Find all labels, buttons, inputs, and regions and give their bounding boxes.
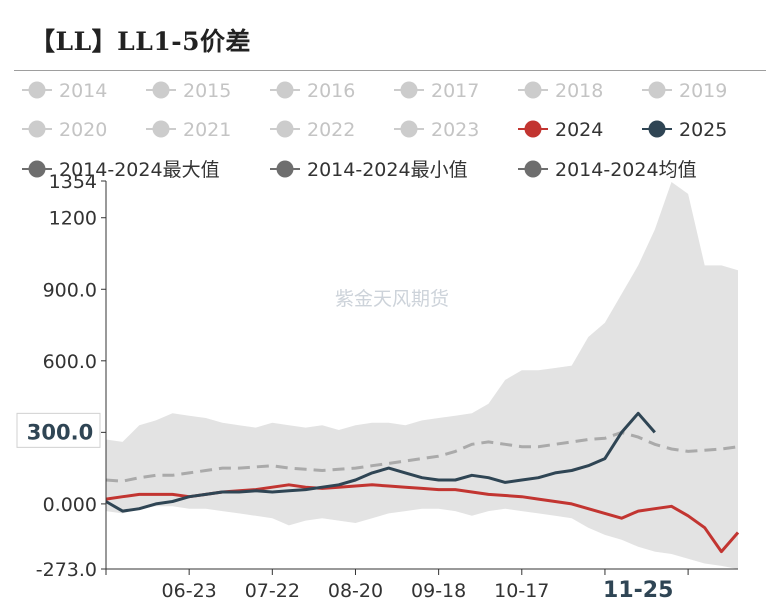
y-tick-label: 600.0 bbox=[43, 351, 97, 373]
x-tick-label: 09-18 bbox=[411, 580, 466, 602]
legend-label: 2014 bbox=[59, 80, 107, 102]
x-tick-label: 10-17 bbox=[494, 580, 549, 602]
x-tick-label: 06-23 bbox=[162, 580, 217, 602]
plot-area bbox=[105, 182, 740, 569]
legend-label: 2018 bbox=[555, 80, 603, 102]
legend-label: 2014-2024均值 bbox=[555, 159, 697, 181]
legend-label: 2021 bbox=[183, 119, 231, 141]
legend-marker-icon bbox=[400, 120, 418, 138]
legend-label: 2025 bbox=[679, 119, 727, 141]
legend-item-2019[interactable]: 2019 bbox=[642, 80, 727, 102]
watermark: 紫金天风期货 bbox=[335, 288, 449, 310]
chart-title: 【LL】LL1-5价差 bbox=[30, 27, 251, 56]
legend-item-2014-2024最大值[interactable]: 2014-2024最大值 bbox=[22, 159, 220, 181]
series-line-2025 bbox=[105, 411, 656, 513]
crosshair-label-box bbox=[16, 412, 101, 448]
legend-marker-icon bbox=[524, 81, 542, 99]
legend-marker-icon bbox=[28, 160, 46, 178]
legend-item-2014-2024最小值[interactable]: 2014-2024最小值 bbox=[270, 159, 468, 181]
title-divider bbox=[14, 70, 766, 71]
x-tick-label: 08-20 bbox=[328, 580, 383, 602]
legend-marker-icon bbox=[648, 81, 666, 99]
legend-marker-icon bbox=[276, 160, 294, 178]
y-tick-label: 1200 bbox=[49, 208, 97, 230]
legend-item-2014-2024均值[interactable]: 2014-2024均值 bbox=[518, 159, 697, 181]
series-line-2014-2024-avg bbox=[105, 430, 739, 483]
y-tick-label: 1354 bbox=[49, 171, 97, 193]
legend-marker-icon bbox=[28, 120, 46, 138]
legend-item-2014[interactable]: 2014 bbox=[22, 80, 107, 102]
legend-marker-icon bbox=[648, 120, 666, 138]
x-tick-label: 11-25 bbox=[603, 578, 673, 603]
y-tick-label: -273.0 bbox=[36, 559, 97, 581]
legend-item-2021[interactable]: 2021 bbox=[146, 119, 231, 141]
legend-label: 2015 bbox=[183, 80, 231, 102]
crosshair-value-label: 300.0 bbox=[27, 420, 93, 444]
legend-label: 2017 bbox=[431, 80, 479, 102]
legend: 2014 2015 2016 2017 2018 2019 2020 2021 2022 2023… bbox=[22, 80, 727, 181]
legend-item-2015[interactable]: 2015 bbox=[146, 80, 231, 102]
y-tick-label: 0.000 bbox=[43, 494, 97, 516]
legend-item-2016[interactable]: 2016 bbox=[270, 80, 355, 102]
legend-label: 2020 bbox=[59, 119, 107, 141]
legend-item-2020[interactable]: 2020 bbox=[22, 119, 107, 141]
series-band-max-min bbox=[106, 182, 738, 569]
legend-marker-icon bbox=[276, 120, 294, 138]
legend-label: 2023 bbox=[431, 119, 479, 141]
legend-label: 2024 bbox=[555, 119, 603, 141]
y-tick-label: 900.0 bbox=[43, 279, 97, 301]
axes: -273.0 0.000 600.0 900.0 1200 1354 300.0 06-23 0… bbox=[16, 171, 738, 603]
legend-item-2017[interactable]: 2017 bbox=[394, 80, 479, 102]
legend-marker-icon bbox=[276, 81, 294, 99]
legend-marker-icon bbox=[524, 160, 542, 178]
legend-item-2023[interactable]: 2023 bbox=[394, 119, 479, 141]
legend-label: 2022 bbox=[307, 119, 355, 141]
legend-marker-icon bbox=[400, 81, 418, 99]
legend-label: 2016 bbox=[307, 80, 355, 102]
legend-label: 2014-2024最小值 bbox=[307, 159, 468, 181]
legend-item-2024[interactable]: 2024 bbox=[518, 119, 603, 141]
legend-marker-icon bbox=[152, 81, 170, 99]
x-tick-label: 07-22 bbox=[245, 580, 300, 602]
legend-marker-icon bbox=[524, 120, 542, 138]
legend-marker-icon bbox=[152, 120, 170, 138]
legend-item-2025[interactable]: 2025 bbox=[642, 119, 727, 141]
legend-label: 2014-2024最大值 bbox=[59, 159, 220, 181]
legend-marker-icon bbox=[28, 81, 46, 99]
legend-label: 2019 bbox=[679, 80, 727, 102]
legend-item-2022[interactable]: 2022 bbox=[270, 119, 355, 141]
legend-item-2018[interactable]: 2018 bbox=[518, 80, 603, 102]
